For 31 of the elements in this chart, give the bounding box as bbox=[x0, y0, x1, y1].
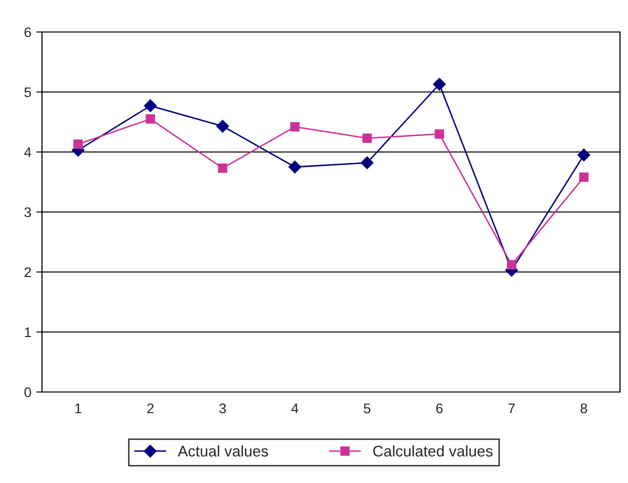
point bbox=[216, 120, 230, 133]
point bbox=[362, 134, 372, 143]
y-tick-label: 0 bbox=[24, 387, 32, 398]
point bbox=[506, 260, 516, 270]
legend-label: Actual values bbox=[178, 445, 268, 457]
point bbox=[579, 172, 589, 182]
point bbox=[218, 164, 228, 173]
x-tick-label: 6 bbox=[436, 403, 443, 414]
y-tick-label: 2 bbox=[24, 267, 31, 278]
x-tick-label: 8 bbox=[580, 403, 588, 414]
x-tick-label: 1 bbox=[75, 404, 82, 414]
point bbox=[288, 160, 302, 174]
point bbox=[360, 156, 374, 170]
legend-label: Calculated values bbox=[373, 445, 493, 457]
x-tick-label: 4 bbox=[291, 404, 298, 414]
x-tick-label: 7 bbox=[508, 404, 515, 414]
y-tick-label: 4 bbox=[24, 147, 32, 158]
y-tick-label: 6 bbox=[24, 27, 31, 38]
point bbox=[290, 122, 300, 132]
point bbox=[434, 129, 444, 139]
y-tick-label: 5 bbox=[24, 87, 31, 98]
x-tick-label: 3 bbox=[219, 403, 226, 414]
x-tick-label: 2 bbox=[147, 403, 154, 414]
y-tick-label: 1 bbox=[24, 327, 31, 338]
x-tick-label: 5 bbox=[364, 404, 370, 414]
point bbox=[577, 148, 590, 162]
point bbox=[144, 99, 157, 112]
point bbox=[73, 140, 83, 149]
y-tick-label: 3 bbox=[24, 207, 31, 218]
point bbox=[432, 78, 446, 91]
point bbox=[146, 114, 156, 124]
